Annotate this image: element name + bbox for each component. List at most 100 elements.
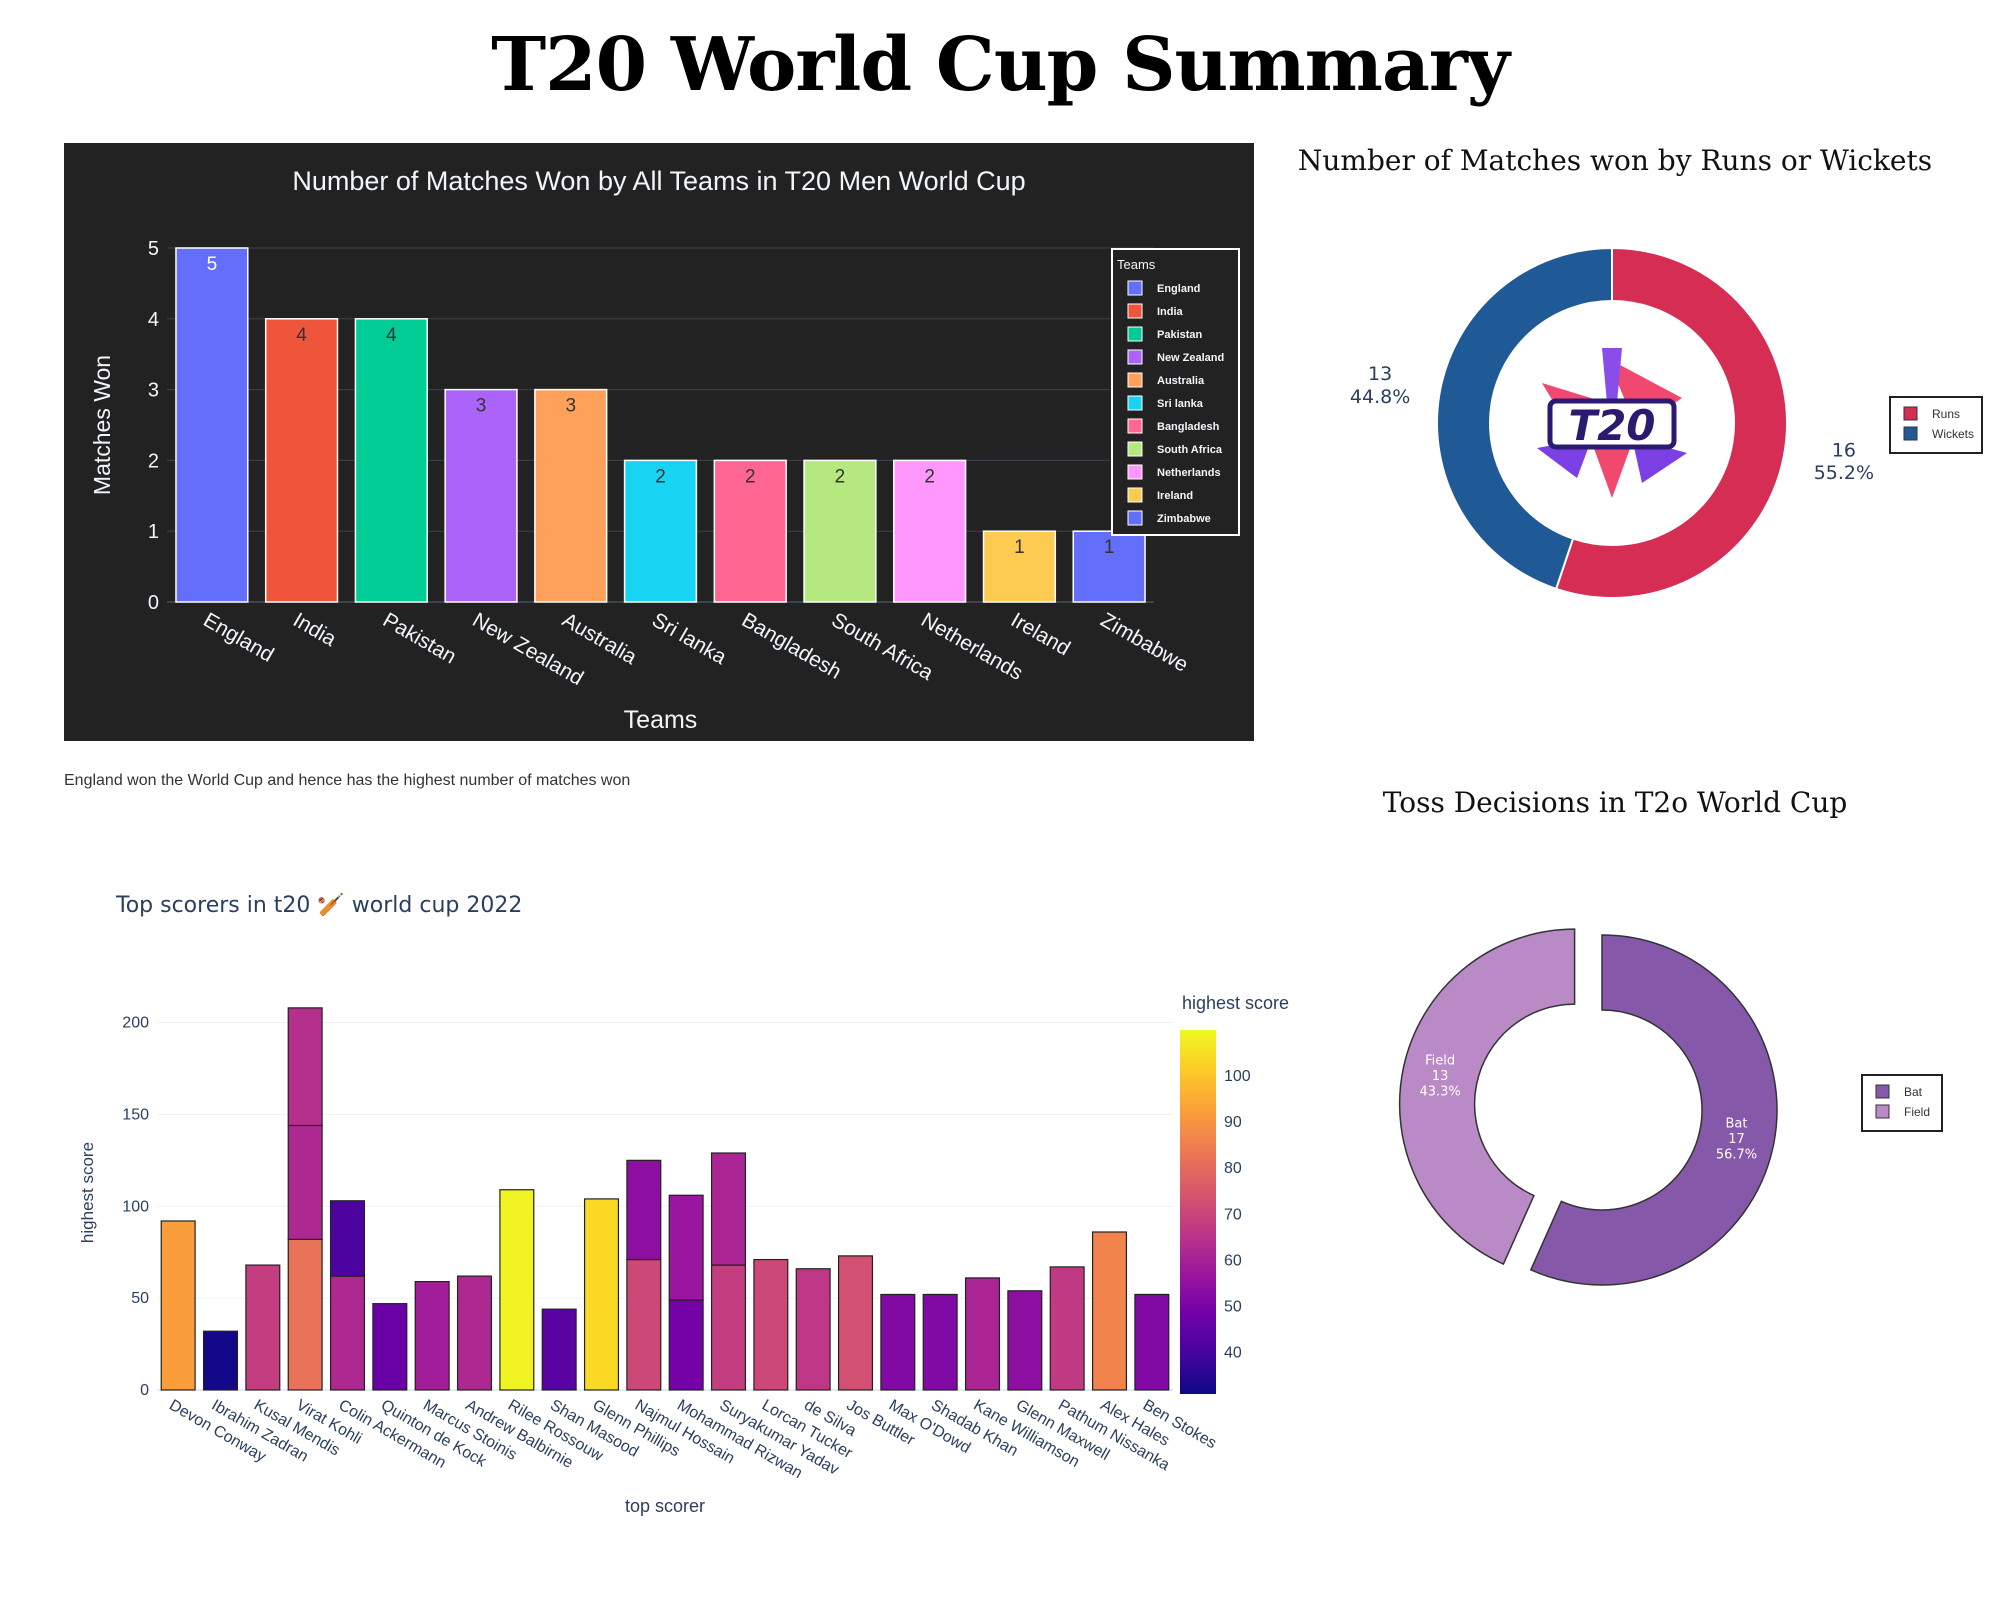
score-bar-rilee-rossouw-0 [499,1189,535,1391]
score-bar-de-silva-0 [795,1268,831,1391]
slice-field [1398,928,1576,1266]
score-bar-quinton-de-kock-0 [372,1303,408,1391]
legend-swatch-ireland [1127,487,1143,503]
score-bar-ben-stokes-0 [1134,1293,1170,1391]
xtick-kane-williamson: Kane Williamson [971,1397,1083,1471]
xtick-sri-lanka: Sri lanka [648,608,731,669]
legend-item-australia: Australia [1157,375,1205,387]
slice-label-field-0: Field [1425,1054,1455,1069]
chart1-ylabel: Matches Won [89,355,115,495]
logo-shard-bottom [1592,443,1632,498]
chart1-legend-box [1111,248,1240,536]
chart4-ytick-150: 150 [122,1106,149,1123]
legend-swatch-netherlands [1127,464,1143,480]
score-bar-suryakumar-yadav-1 [710,1152,747,1266]
colorbar-tick-40: 40 [1224,1345,1242,1362]
logo-bat [1602,348,1622,403]
chart-caption: England won the World Cup and hence has … [64,772,631,789]
top-scorers-title: Top scorers in t20 🏏 world cup 2022 [116,893,523,918]
legend-item-netherlands: Netherlands [1157,467,1221,479]
slice-label-bat-2: 56.7% [1716,1148,1757,1163]
score-bar-pathum-nissanka-0 [1049,1266,1085,1391]
colorbar-tick-80: 80 [1224,1160,1242,1177]
xtick-suryakumar-yadav: Suryakumar Yadav [717,1397,842,1479]
legend-item-bangladesh: Bangladesh [1157,421,1220,433]
chart4-ytick-100: 100 [122,1198,149,1215]
bar-pakistan [354,318,428,603]
legend-item-pakistan: Pakistan [1157,329,1203,341]
legend-item-zimbabwe: Zimbabwe [1157,513,1211,525]
slice-wickets [1436,246,1613,591]
xtick-shadab-khan: Shadab Khan [928,1397,1020,1460]
chart4-xlabel: top scorer [625,1496,705,1516]
score-bar-najmul-hossain-1 [626,1159,662,1261]
xtick-bangladesh: Bangladesh [738,608,846,683]
colorbar-title: highest score [1182,993,1289,1013]
slice-label-bat-1: 17 [1728,1132,1745,1147]
xtick-glenn-maxwell: Glenn Maxwell [1013,1397,1112,1464]
xtick-mohammad-rizwan: Mohammad Rizwan [674,1397,805,1482]
chart2-legend: Runs Wickets [1889,396,1983,454]
score-bar-jos-buttler-0 [837,1255,874,1391]
chart4-ytick-0: 0 [140,1382,149,1399]
slice-label-field-2: 43.3% [1419,1085,1460,1100]
xtick-england: England [199,608,277,666]
chart3-legend-swatch-bat [1875,1084,1890,1099]
xtick-devon-conway: Devon Conway [166,1397,268,1466]
bar-label-south-africa: 2 [835,466,846,487]
xtick-pathum-nissanka: Pathum Nissanka [1055,1397,1172,1474]
legend-item-england: England [1157,283,1200,295]
bar-new-zealand [444,388,518,603]
xtick-najmul-hossain: Najmul Hossain [632,1397,738,1468]
bar-australia [534,388,608,603]
score-bar-shan-masood-0 [541,1308,577,1391]
bar-label-sri-lanka: 2 [655,466,666,487]
score-bar-colin-ackermann-1 [329,1200,366,1277]
xtick-max-o-dowd: Max O'Dowd [886,1397,973,1457]
legend-swatch-sri-lanka [1127,395,1143,411]
bar-india [264,318,339,603]
logo-wordmark: T20 [1568,401,1655,450]
chart2-legend-item-wickets: Wickets [1932,427,1974,441]
chart1-legend-title: Teams [1117,257,1156,272]
chart4-ytick-50: 50 [131,1290,149,1307]
chart3-legend-swatch-field [1875,1104,1890,1119]
chart1-xlabel: Teams [624,706,698,734]
colorbar-tick-60: 60 [1224,1252,1242,1269]
legend-item-ireland: Ireland [1157,490,1193,502]
logo-shard-purple-r [1632,438,1687,483]
xtick-pakistan: Pakistan [379,608,460,668]
score-bar-mohammad-rizwan-1 [668,1194,704,1301]
logo-shard-left [1542,383,1607,433]
xtick-shan-masood: Shan Masood [547,1397,641,1461]
chart1-ytick-2: 2 [148,450,159,472]
xtick-ibrahim-zadran: Ibrahim Zadran [209,1397,311,1466]
bar-sri-lanka [623,459,698,603]
slice-label-bat-0: Bat [1726,1117,1748,1132]
score-bar-marcus-stoinis-0 [414,1281,450,1391]
toss-decisions-title: Toss Decisions in T2o World Cup [1382,786,1848,819]
legend-item-new-zealand: New Zealand [1157,352,1224,364]
score-bar-virat-kohli-2 [287,1007,323,1127]
xtick-ben-stokes: Ben Stokes [1140,1397,1219,1453]
bar-label-australia: 3 [565,396,576,417]
chart2-legend-swatch-runs [1903,406,1918,421]
bar-netherlands [893,459,967,603]
matches-won-chart: Number of Matches Won by All Teams in T2… [64,143,1254,741]
chart2-legend-box [1889,396,1983,454]
legend-swatch-zimbabwe [1127,510,1143,526]
page-title: T20 World Cup Summary [491,22,1510,108]
score-bar-mohammad-rizwan-0 [668,1299,704,1391]
chart1-title: Number of Matches Won by All Teams in T2… [292,166,1025,196]
xtick-andrew-balbirnie: Andrew Balbirnie [463,1397,576,1472]
chart3-legend-item-bat: Bat [1904,1085,1923,1099]
bar-ireland [982,530,1057,603]
matches-won-svg: Number of Matches Won by All Teams in T2… [89,166,1240,734]
xtick-alex-hales: Alex Hales [1098,1397,1173,1450]
logo-shard-purple-l [1537,438,1592,478]
bar-bangladesh [713,459,787,603]
chart1-ytick-5: 5 [148,238,159,260]
colorbar [1180,1030,1216,1394]
chart2-legend-item-runs: Runs [1932,407,1960,421]
